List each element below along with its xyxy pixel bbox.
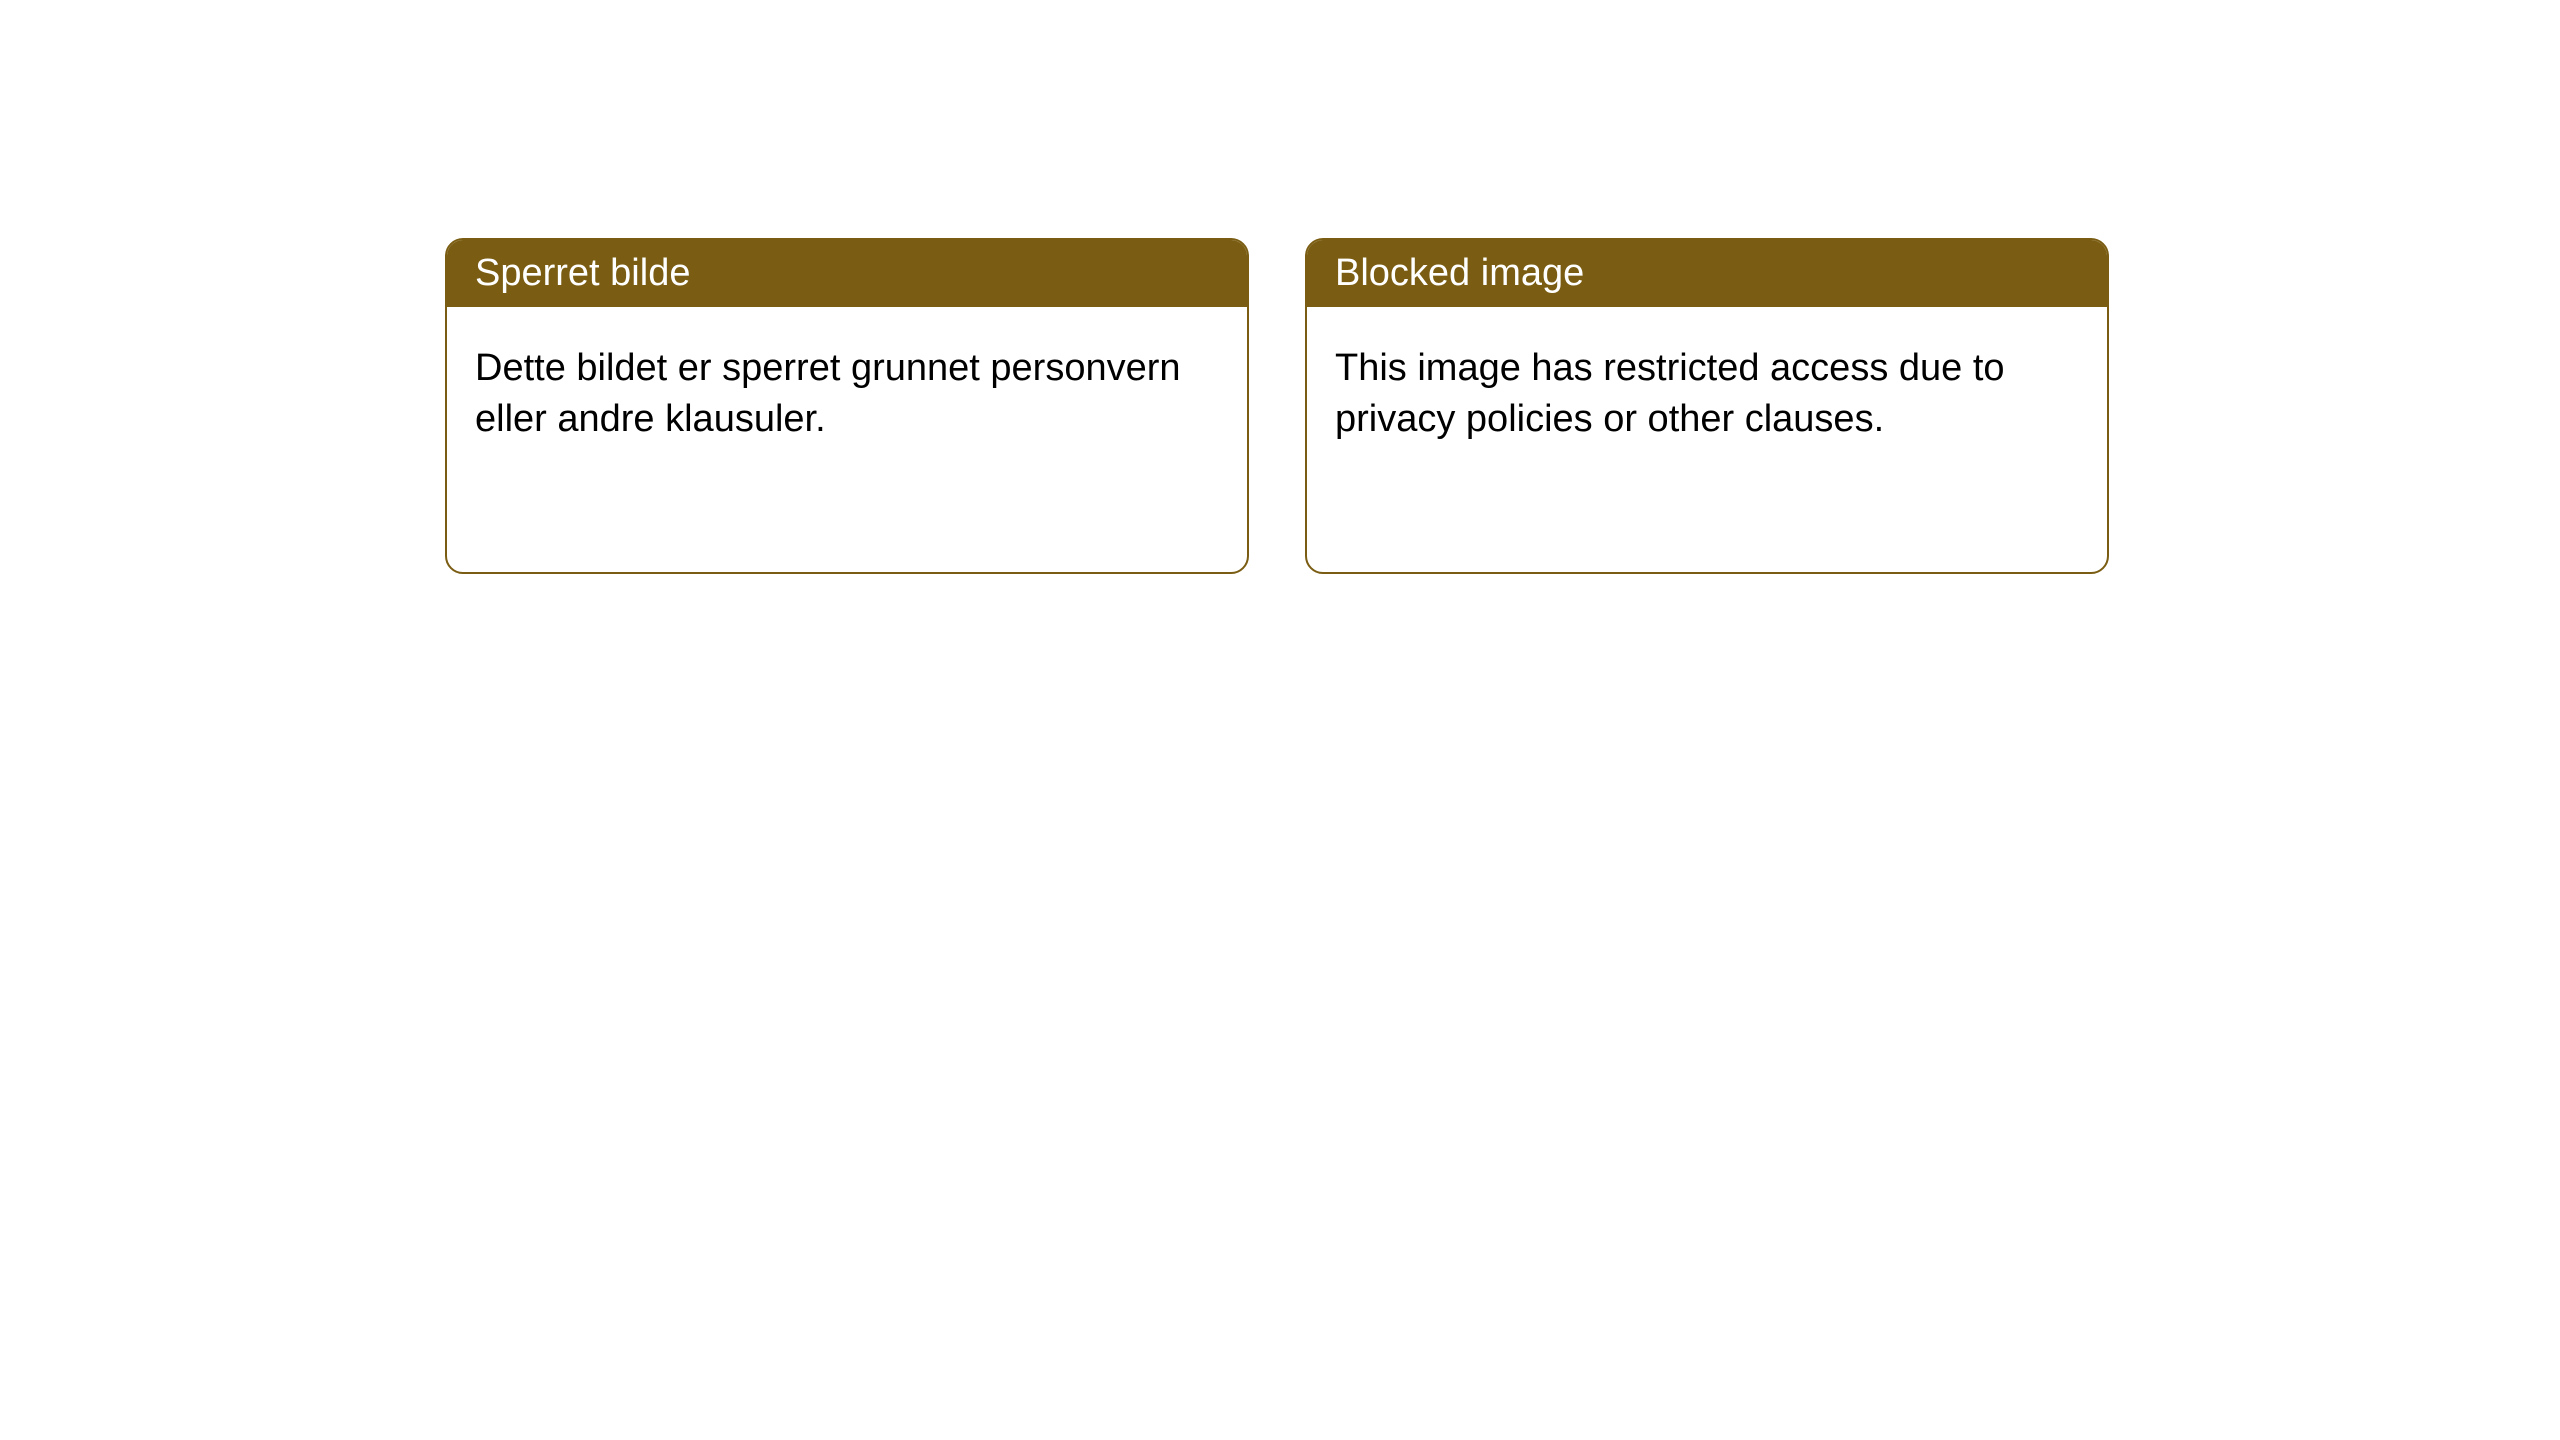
notice-body-norwegian: Dette bildet er sperret grunnet personve…	[447, 307, 1247, 482]
notice-row: Sperret bilde Dette bildet er sperret gr…	[0, 0, 2560, 574]
notice-body-english: This image has restricted access due to …	[1307, 307, 2107, 482]
notice-header-norwegian: Sperret bilde	[447, 240, 1247, 307]
notice-header-english: Blocked image	[1307, 240, 2107, 307]
notice-card-english: Blocked image This image has restricted …	[1305, 238, 2109, 574]
notice-card-norwegian: Sperret bilde Dette bildet er sperret gr…	[445, 238, 1249, 574]
